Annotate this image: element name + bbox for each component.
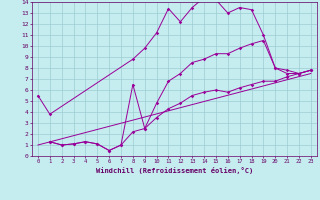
X-axis label: Windchill (Refroidissement éolien,°C): Windchill (Refroidissement éolien,°C) [96, 167, 253, 174]
